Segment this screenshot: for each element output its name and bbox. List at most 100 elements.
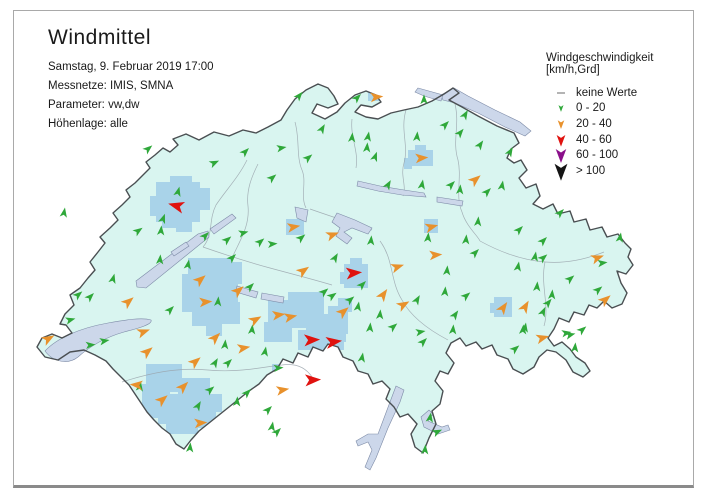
wind-arrow [213,296,222,307]
wind-arrow [156,225,165,236]
wind-arrow [302,154,313,164]
wind-arrow [267,421,275,432]
wind-arrow [199,232,209,242]
legend-label: 20 - 40 [576,117,612,130]
wind-arrow [129,380,143,391]
lake-walensee [436,196,464,207]
wind-arrow [239,148,249,158]
wind-arrow [183,259,191,270]
wind-arrow [207,332,221,346]
wind-arrow [597,295,611,308]
wind-arrow [241,389,251,399]
wind-arrow [415,329,426,337]
wind-arrow [513,261,521,272]
wind-arrow [375,288,388,303]
wind-arrow [467,175,481,188]
wind-arrow [431,429,443,438]
lake-lugano [420,409,451,435]
wind-arrow-icon [546,98,576,118]
map-header: Windmittel Samstag, 9. Februar 2019 17:0… [48,26,214,130]
wind-arrow [547,289,556,300]
wind-arrow [325,337,343,349]
timestamp: Samstag, 9. Februar 2019 17:00 [48,61,214,73]
legend-label: 0 - 20 [576,102,606,115]
wind-arrow [136,329,150,339]
data-patch [204,394,222,412]
wind-arrow [158,213,166,225]
wind-arrow [445,181,455,191]
wind-arrow [316,124,325,135]
wind-arrow [262,406,272,416]
lake-untersee [414,87,444,102]
lakes [44,87,532,471]
wind-arrow [351,94,361,104]
data-patch [288,292,324,316]
page-title: Windmittel [48,26,152,49]
wind-arrow-icon [546,161,576,181]
wind-arrow [85,341,96,350]
lake-neuchatel [135,230,210,289]
wind-arrow [420,444,429,455]
data-patch [264,322,292,342]
wind-arrow [155,254,164,265]
wind-arrow [244,283,254,293]
wind-arrow [509,345,520,355]
wind-arrow [565,332,576,340]
wind-arrow [461,234,470,245]
wind-arrow [473,216,482,227]
networks-line: Messnetze: IMIS, SMNA [48,80,174,92]
wind-arrow [347,132,356,143]
wind-arrow [474,140,484,151]
wind-arrow [295,266,310,279]
wind-arrow [344,296,355,306]
legend-item: > 100 [546,161,696,181]
wind-arrow [532,281,541,292]
inner-borders-rivers [121,103,605,383]
wind-arrow [590,255,604,265]
legend-item: 60 - 100 [546,145,696,165]
wind-arrow [260,346,268,357]
wind-arrow [267,240,278,249]
wind-arrow [318,288,329,298]
wind-arrow [537,254,548,264]
wind-arrow [139,347,153,360]
wind-arrow [455,184,464,195]
wind-arrow-icon [546,145,576,165]
wind-arrow [363,131,371,142]
wind-arrow [142,145,153,155]
wind-arrow [199,297,213,308]
wind-arrow [164,306,174,316]
legend-item: 20 - 40 [546,116,696,132]
wind-arrow [132,227,143,237]
wind-arrow [295,234,306,244]
wind-arrow [187,357,201,370]
wind-arrow [439,121,449,131]
wind-arrow [370,151,378,163]
wind-arrow [226,254,236,264]
wind-arrow [40,335,55,346]
wind-arrow [390,264,404,274]
lake-murten [170,241,190,257]
wind-arrow [345,267,363,280]
wind-arrow [286,223,301,233]
wind-arrow [173,186,181,197]
wind-arrow [204,386,215,396]
wind-arrow [513,226,523,236]
legend-item: 40 - 60 [546,132,696,148]
wind-arrow [254,238,265,248]
wind-arrow [120,297,134,310]
data-patch [224,262,242,284]
data-patch [176,222,192,232]
wind-arrow [326,292,337,302]
data-patch [404,158,412,169]
wind-arrow [469,249,479,259]
wind-arrow [387,323,398,333]
wind-arrow [72,291,83,301]
wind-arrow [209,358,218,369]
no-value-icon [546,83,576,103]
wind-arrow [395,301,410,312]
wind-arrow [370,92,384,103]
wind-arrow [495,301,508,316]
